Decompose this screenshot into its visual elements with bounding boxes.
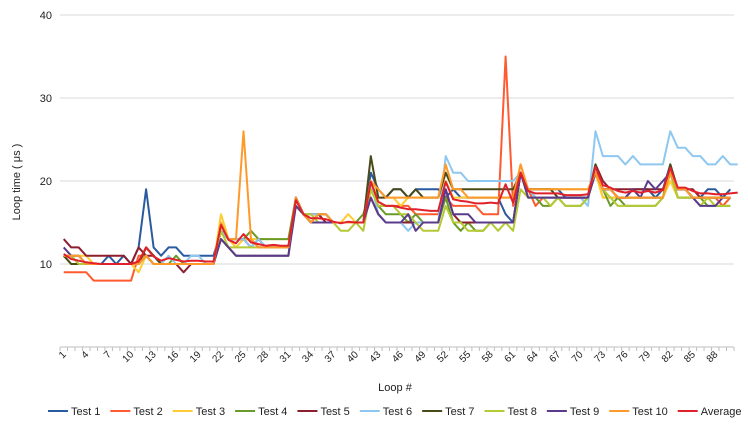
x-tick-label: 31 <box>278 349 294 365</box>
series-line-test-8 <box>63 171 731 265</box>
x-tick-label: 61 <box>503 349 519 365</box>
legend-label: Test 2 <box>133 406 162 418</box>
x-tick-label: 46 <box>390 349 406 365</box>
y-tick-label: 30 <box>40 93 52 105</box>
legend-label: Test 1 <box>71 406 100 418</box>
x-tick-label: 85 <box>682 349 698 365</box>
y-axis-label: Loop time ( μs ) <box>11 144 23 221</box>
x-tick-label: 28 <box>255 349 271 365</box>
series-line-test-4 <box>62 171 731 265</box>
legend-label: Test 5 <box>320 406 349 418</box>
series-line-average <box>63 165 738 265</box>
x-tick-label: 82 <box>660 349 676 365</box>
series-lines <box>62 55 738 282</box>
x-tick-label: 16 <box>166 349 182 365</box>
x-axis-label: Loop # <box>378 382 413 394</box>
x-tick-label: 34 <box>300 349 316 365</box>
legend-label: Test 10 <box>632 406 667 418</box>
x-tick-label: 43 <box>368 349 384 365</box>
x-tick-label: 22 <box>210 349 226 365</box>
legend-label: Test 3 <box>196 406 225 418</box>
legend-item: Test 10 <box>609 406 668 418</box>
legend: Test 1 Test 2 Test 3 Test 4 Test 5 Test 6 Test… <box>48 406 741 418</box>
x-tick-label: 79 <box>637 349 653 365</box>
legend-item: Test 9 <box>546 406 599 418</box>
x-tick-label: 64 <box>525 349 541 365</box>
x-tick-label: 88 <box>705 349 721 365</box>
legend-item: Test 2 <box>110 406 163 418</box>
x-tick-label: 70 <box>570 349 586 365</box>
legend-label: Test 7 <box>445 406 474 418</box>
legend-label: Test 6 <box>383 406 412 418</box>
series-line-test-9 <box>62 171 731 265</box>
legend-item: Test 6 <box>359 406 412 418</box>
legend-item: Test 5 <box>297 406 350 418</box>
x-tick-label: 49 <box>413 349 429 365</box>
legend-item: Test 7 <box>422 406 475 418</box>
x-tick-label: 52 <box>435 349 451 365</box>
x-tick-label: 55 <box>458 349 474 365</box>
y-tick-label: 40 <box>40 10 52 22</box>
x-tick-label: 76 <box>615 349 631 365</box>
x-tick-label: 19 <box>188 349 204 365</box>
x-tick-label: 73 <box>592 349 608 365</box>
legend-label: Test 8 <box>508 406 537 418</box>
legend-label: Test 4 <box>258 406 287 418</box>
x-tick-label: 13 <box>143 349 159 365</box>
x-tick-label: 40 <box>345 349 361 365</box>
legend-item: Test 3 <box>172 406 225 418</box>
legend-item: Test 8 <box>484 406 537 418</box>
legend-item: Test 1 <box>48 406 100 418</box>
legend-item: Average <box>677 406 742 418</box>
y-tick-label: 10 <box>40 259 52 271</box>
x-tick-label: 58 <box>480 349 496 365</box>
series-line-test-2 <box>63 55 732 282</box>
y-axis-ticks: 10 20 30 40 <box>40 10 52 271</box>
series-line-test-10 <box>63 130 731 265</box>
x-tick-label: 67 <box>547 349 563 365</box>
legend-label: Average <box>701 406 742 418</box>
x-axis: 1 4 7 10 13 16 19 22 25 28 31 34 37 40 43 46 49 52 55 58 61 6… <box>57 346 735 365</box>
legend-label: Test 9 <box>570 406 599 418</box>
x-tick-label: 25 <box>233 349 249 365</box>
x-tick-label: 10 <box>121 349 137 365</box>
legend-item: Test 4 <box>235 406 287 418</box>
y-tick-label: 20 <box>40 176 52 188</box>
x-tick-label: 37 <box>323 349 339 365</box>
grid-lines <box>60 14 734 265</box>
